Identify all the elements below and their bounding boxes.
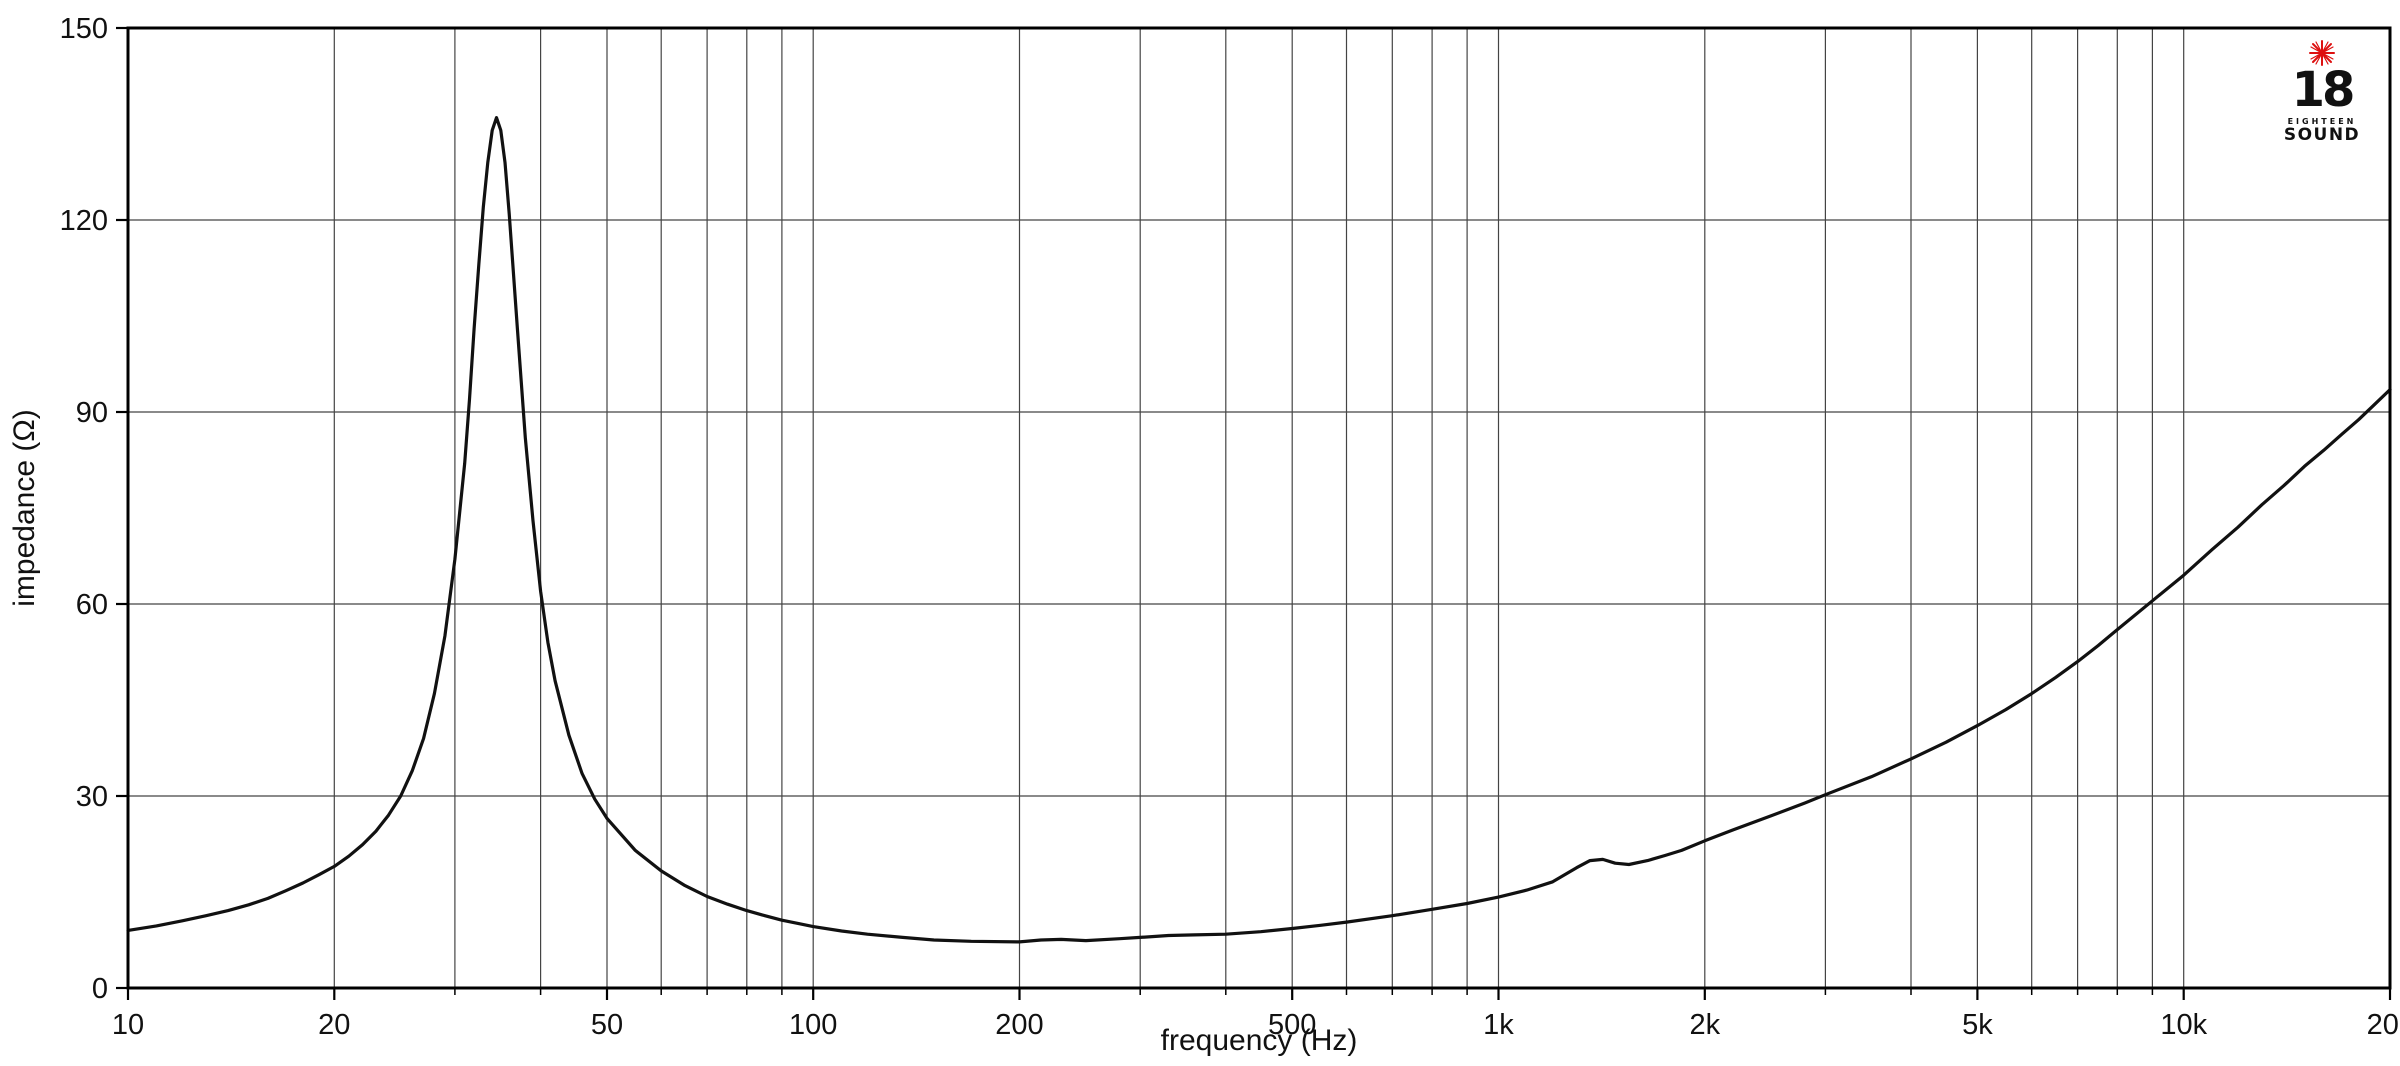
x-tick-label: 500 [1268, 1009, 1316, 1041]
x-tick-label: 1k [1483, 1009, 1514, 1041]
logo-sound-text: SOUND [2283, 124, 2361, 145]
x-tick-label: 10k [2160, 1009, 2207, 1041]
y-axis-label: impedance (Ω) [8, 409, 41, 607]
y-tick-label: 150 [60, 13, 108, 45]
logo-eighteen-text: EIGHTEEN [2287, 116, 2357, 126]
brand-logo: 18 EIGHTEEN SOUND [2274, 38, 2370, 144]
y-tick-label: 0 [92, 973, 108, 1005]
y-tick-label: 60 [76, 589, 108, 621]
x-tick-label: 2k [1689, 1009, 1720, 1041]
star-rays [2309, 40, 2335, 66]
y-tick-label: 90 [76, 397, 108, 429]
y-tick-label: 120 [60, 205, 108, 237]
x-tick-label: 20k [2367, 1009, 2400, 1041]
x-tick-label: 10 [112, 1009, 144, 1041]
y-tick-label: 30 [76, 781, 108, 813]
impedance-curve [126, 116, 2392, 944]
logo-star-icon [2308, 38, 2336, 68]
plot-border [126, 26, 2392, 990]
x-tick-label: 50 [591, 1009, 623, 1041]
x-tick-label: 100 [789, 1009, 837, 1041]
logo-number: 18 [2291, 62, 2356, 118]
x-tick-label: 5k [1962, 1009, 1993, 1041]
x-axis-label: frequency (Hz) [1161, 1024, 1358, 1057]
x-tick-label: 20 [318, 1009, 350, 1041]
x-tick-label: 200 [995, 1009, 1043, 1041]
